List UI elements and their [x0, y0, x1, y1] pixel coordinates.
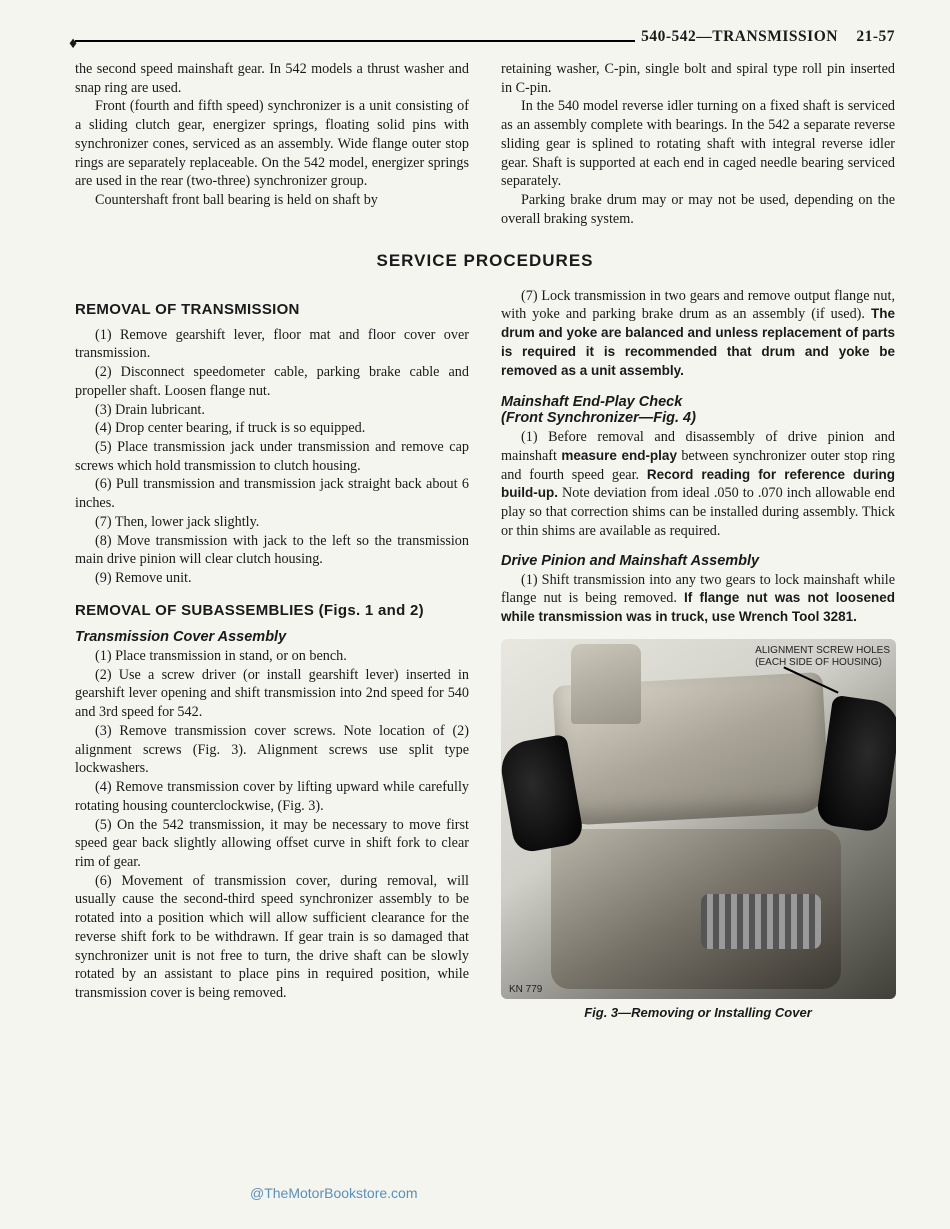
intro-r-p3: Parking brake drum may or may not be use… — [501, 191, 895, 228]
step: (2) Use a screw driver (or install gears… — [75, 666, 469, 722]
transmission-cover-subheading: Transmission Cover Assembly — [75, 629, 469, 645]
bold-txt: measure end-play — [561, 448, 677, 463]
intro-columns: the second speed mainshaft gear. In 542 … — [75, 60, 895, 229]
intro-r-p1: retaining washer, C-pin, single bolt and… — [501, 60, 895, 97]
hand-right-shape — [815, 695, 896, 833]
figure-3: ALIGNMENT SCREW HOLES (EACH SIDE OF HOUS… — [501, 639, 895, 1020]
step: (5) Place transmission jack under transm… — [75, 438, 469, 475]
header-bullet-icon: ♦ — [69, 35, 77, 53]
housing-neck-shape — [571, 644, 641, 724]
removal-subassemblies-heading: REMOVAL OF SUBASSEMBLIES (Figs. 1 and 2) — [75, 602, 469, 619]
mainshaft-sub: (Front Synchronizer—Fig. 4) — [501, 410, 696, 426]
step: (3) Remove transmission cover screws. No… — [75, 722, 469, 778]
figure-callout: ALIGNMENT SCREW HOLES (EACH SIDE OF HOUS… — [755, 645, 890, 669]
cover-steps: (1) Place transmission in stand, or on b… — [75, 647, 469, 1003]
callout-line2: (EACH SIDE OF HOUSING) — [755, 657, 882, 668]
drive-pinion-heading: Drive Pinion and Mainshaft Assembly — [501, 553, 895, 569]
figure-kn: KN 779 — [509, 984, 542, 995]
header-section: 540-542—TRANSMISSION — [641, 28, 838, 45]
main-columns: REMOVAL OF TRANSMISSION (1) Remove gears… — [75, 287, 895, 1020]
right-column: (7) Lock transmission in two gears and r… — [501, 287, 895, 1020]
watermark: @TheMotorBookstore.com — [250, 1185, 418, 1201]
step: (6) Movement of transmission cover, duri… — [75, 872, 469, 1003]
gears-shape — [701, 894, 821, 949]
drive-body: (1) Shift transmission into any two gear… — [501, 571, 895, 627]
removal-transmission-heading: REMOVAL OF TRANSMISSION — [75, 301, 469, 318]
step: (4) Drop center bearing, if truck is so … — [75, 419, 469, 438]
mainshaft-title: Mainshaft End-Play Check — [501, 394, 682, 410]
figure-caption: Fig. 3—Removing or Installing Cover — [501, 1005, 895, 1020]
step7-text: (7) Lock transmission in two gears and r… — [501, 288, 895, 323]
mainshaft-p1: (1) Before removal and disassembly of dr… — [501, 428, 895, 540]
intro-l-p3: Countershaft front ball bearing is held … — [75, 191, 469, 210]
intro-right: retaining washer, C-pin, single bolt and… — [501, 60, 895, 229]
service-procedures-heading: SERVICE PROCEDURES — [75, 251, 895, 271]
figure-image: ALIGNMENT SCREW HOLES (EACH SIDE OF HOUS… — [501, 639, 896, 999]
step: (6) Pull transmission and transmission j… — [75, 475, 469, 512]
step: (1) Remove gearshift lever, floor mat an… — [75, 326, 469, 363]
step: (5) On the 542 transmission, it may be n… — [75, 816, 469, 872]
step: (1) Place transmission in stand, or on b… — [75, 647, 469, 666]
step: (7) Then, lower jack slightly. — [75, 513, 469, 532]
left-column: REMOVAL OF TRANSMISSION (1) Remove gears… — [75, 287, 469, 1020]
page: ♦ 540-542—TRANSMISSION 21-57 the second … — [0, 0, 950, 1229]
header-text: 540-542—TRANSMISSION 21-57 — [635, 28, 895, 46]
txt: Note deviation from ideal .050 to .070 i… — [501, 485, 895, 538]
step: (3) Drain lubricant. — [75, 401, 469, 420]
header-rule: ♦ 540-542—TRANSMISSION 21-57 — [75, 40, 895, 42]
step: (4) Remove transmission cover by lifting… — [75, 778, 469, 815]
step: (9) Remove unit. — [75, 569, 469, 588]
mainshaft-body: (1) Before removal and disassembly of dr… — [501, 428, 895, 540]
callout-line1: ALIGNMENT SCREW HOLES — [755, 645, 890, 656]
step7-block: (7) Lock transmission in two gears and r… — [501, 287, 895, 381]
intro-r-p2: In the 540 model reverse idler turning o… — [501, 97, 895, 191]
intro-l-p2: Front (fourth and fifth speed) synchroni… — [75, 97, 469, 191]
mainshaft-heading: Mainshaft End-Play Check (Front Synchron… — [501, 394, 895, 426]
step: (2) Disconnect speedometer cable, parkin… — [75, 363, 469, 400]
intro-left: the second speed mainshaft gear. In 542 … — [75, 60, 469, 229]
step: (8) Move transmission with jack to the l… — [75, 532, 469, 569]
intro-l-p1: the second speed mainshaft gear. In 542 … — [75, 60, 469, 97]
step7: (7) Lock transmission in two gears and r… — [501, 287, 895, 381]
header-page: 21-57 — [856, 28, 895, 45]
removal-steps: (1) Remove gearshift lever, floor mat an… — [75, 326, 469, 588]
drive-p1: (1) Shift transmission into any two gear… — [501, 571, 895, 627]
